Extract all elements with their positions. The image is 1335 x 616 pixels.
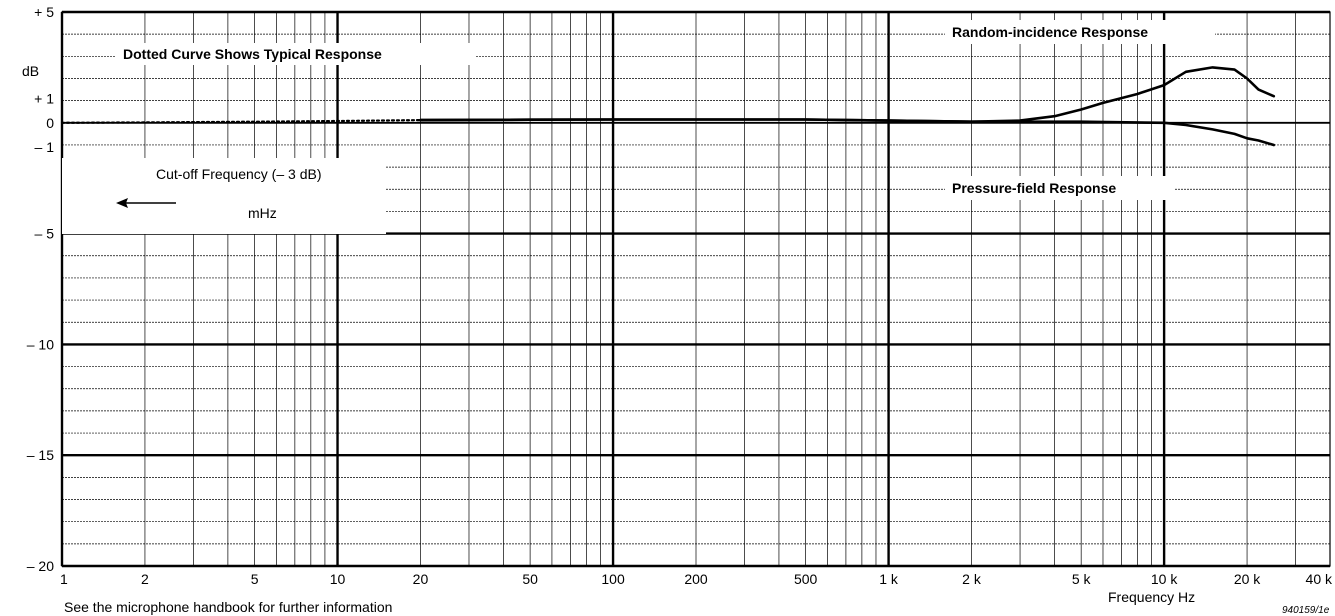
y-tick-label: – 1 xyxy=(35,139,55,155)
y-tick-label: + 5 xyxy=(34,4,54,20)
random-label-bg xyxy=(945,20,1215,44)
y-axis-unit-label: dB xyxy=(22,63,39,79)
y-tick-label: – 10 xyxy=(27,336,54,352)
footer-note: See the microphone handbook for further … xyxy=(64,599,392,615)
series-line-3 xyxy=(419,118,1276,147)
left-arrow-icon xyxy=(116,198,176,208)
x-tick-label: 20 xyxy=(413,571,429,587)
pressure-label-bg xyxy=(945,176,1175,200)
cutoff-unit-label: mHz xyxy=(248,205,277,221)
annotations: Random-incidence Response Dotted Curve S… xyxy=(62,20,1215,234)
y-tick-label: 0 xyxy=(46,115,54,131)
curves xyxy=(60,66,1276,147)
x-tick-label: 40 k xyxy=(1306,571,1333,587)
dotted-curve-label: Dotted Curve Shows Typical Response xyxy=(123,46,382,62)
series-line-2 xyxy=(419,66,1276,123)
x-tick-label: 100 xyxy=(601,571,625,587)
pressure-field-label: Pressure-field Response xyxy=(952,180,1116,196)
dotted-label-bg xyxy=(115,43,475,65)
x-tick-label: 1 k xyxy=(879,571,899,587)
reference-code: 940159/1e xyxy=(1282,605,1330,616)
grid xyxy=(60,10,1331,568)
x-tick-label: 5 xyxy=(251,571,259,587)
x-tick-label: 1 xyxy=(60,571,68,587)
cutoff-box xyxy=(62,158,386,234)
x-tick-label: 20 k xyxy=(1234,571,1261,587)
x-tick-label: 2 k xyxy=(962,571,982,587)
x-tick-label: 10 xyxy=(330,571,346,587)
x-axis-label: Frequency Hz xyxy=(1108,589,1195,605)
axis-text: dB Frequency Hz See the microphone handb… xyxy=(22,63,1330,616)
x-tick-label: 2 xyxy=(141,571,149,587)
random-incidence-label: Random-incidence Response xyxy=(952,24,1148,40)
x-tick-label: 10 k xyxy=(1151,571,1178,587)
y-tick-label: + 1 xyxy=(34,91,54,107)
y-tick-label: – 15 xyxy=(27,447,54,463)
x-tick-label: 5 k xyxy=(1072,571,1092,587)
y-tick-label: – 5 xyxy=(35,226,55,242)
x-tick-label: 50 xyxy=(522,571,538,587)
series-line-1 xyxy=(60,118,422,124)
plot-frame xyxy=(61,11,1331,567)
y-tick-label: – 20 xyxy=(27,558,54,574)
x-tick-label: 200 xyxy=(684,571,708,587)
ticks: 1 2 5 10 20 50 100 200 500 1 k 2 k 5 k 10 k 20 k 40 k +… xyxy=(27,4,1333,587)
x-tick-label: 500 xyxy=(794,571,818,587)
cutoff-frequency-label: Cut-off Frequency (– 3 dB) xyxy=(156,166,321,182)
